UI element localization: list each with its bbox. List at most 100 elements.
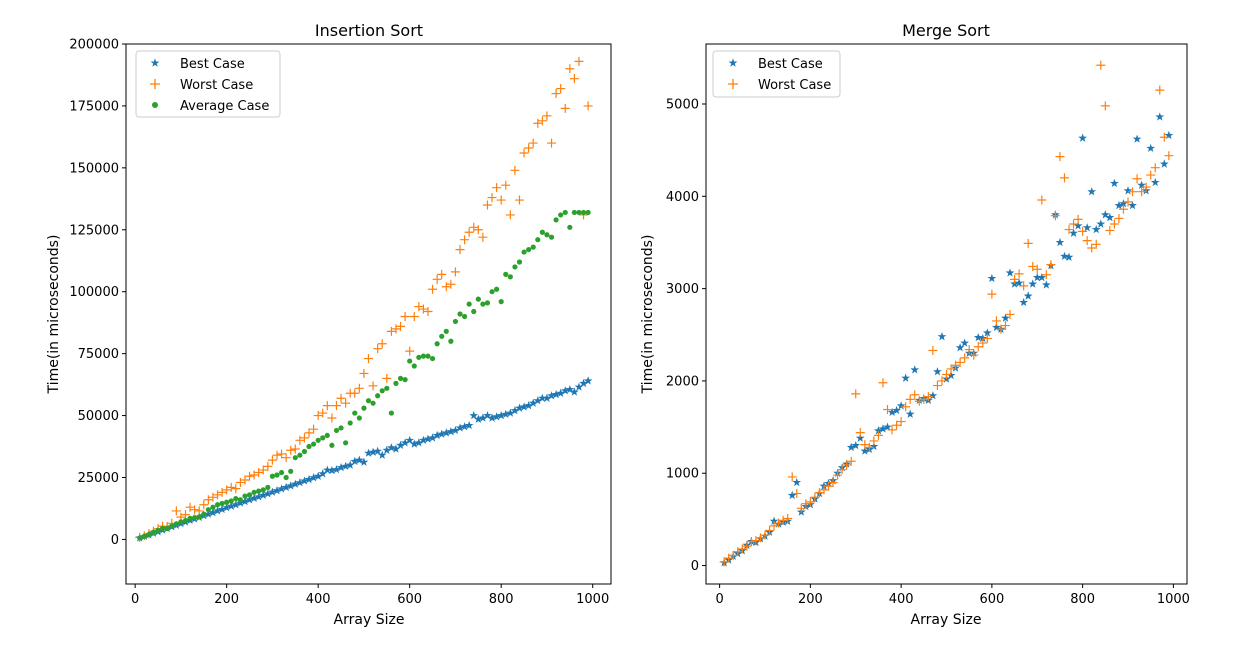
- x-axis-label: Array Size: [911, 612, 982, 628]
- data-point: [173, 521, 179, 527]
- data-point: [528, 138, 538, 148]
- data-point: [455, 245, 465, 255]
- data-point: [434, 341, 440, 347]
- data-point: [233, 495, 239, 502]
- data-point: [901, 373, 911, 382]
- data-point: [1064, 252, 1074, 261]
- data-point: [201, 511, 207, 517]
- data-point: [1055, 152, 1065, 162]
- data-point: [896, 417, 906, 427]
- data-point: [364, 354, 373, 364]
- data-point: [1114, 213, 1124, 223]
- legend: Best Case Worst Case Average Case: [135, 50, 281, 118]
- data-point: [583, 101, 593, 111]
- y-tick-label: 100000: [69, 285, 119, 300]
- data-point: [297, 452, 303, 458]
- data-point: [1037, 195, 1047, 205]
- data-point: [269, 473, 276, 479]
- data-point: [1087, 187, 1097, 196]
- data-point: [1046, 260, 1056, 270]
- y-tick-label: 5000: [666, 98, 699, 113]
- data-point: [494, 286, 500, 292]
- data-point: [278, 469, 285, 476]
- chart-title: Insertion Sort: [315, 21, 423, 40]
- data-point: [792, 489, 802, 499]
- data-point: [1155, 112, 1165, 121]
- data-point: [746, 537, 756, 547]
- data-point: [1164, 130, 1174, 140]
- y-axis-label: Time(in microseconds): [46, 235, 62, 395]
- data-point: [448, 338, 454, 344]
- legend-label-best-case: Best Case: [758, 57, 823, 72]
- data-point: [551, 89, 561, 99]
- data-point: [571, 209, 577, 216]
- data-point: [928, 345, 938, 355]
- data-point: [1064, 225, 1074, 235]
- data-point: [237, 497, 243, 503]
- data-point: [192, 515, 198, 521]
- data-point: [498, 299, 504, 305]
- data-point: [512, 264, 518, 270]
- data-point: [923, 392, 933, 402]
- data-point: [1110, 178, 1119, 188]
- data-point: [514, 195, 524, 205]
- data-point: [205, 507, 211, 513]
- data-point: [1078, 133, 1088, 142]
- data-point: [288, 468, 294, 474]
- data-point: [226, 482, 236, 492]
- data-point: [249, 470, 259, 480]
- data-point: [460, 235, 470, 245]
- y-tick-label: 0: [691, 559, 699, 574]
- data-point: [203, 495, 213, 505]
- data-point: [524, 143, 534, 153]
- data-point: [1019, 281, 1029, 291]
- series-worst-case: [719, 60, 1174, 567]
- data-point: [987, 289, 997, 299]
- data-point: [1000, 321, 1010, 331]
- data-point: [418, 304, 428, 314]
- data-point: [1105, 225, 1115, 235]
- data-point: [1141, 182, 1151, 192]
- data-point: [461, 313, 468, 320]
- data-point: [443, 328, 449, 334]
- legend-marker-worst-case: [150, 79, 160, 89]
- data-point: [185, 502, 195, 512]
- data-point: [359, 368, 369, 378]
- data-point: [516, 259, 523, 265]
- data-point: [178, 519, 184, 525]
- y-ticks: 0 25000 50000 75000 100000 125000 150000 175000…: [69, 38, 126, 548]
- data-point: [774, 518, 784, 528]
- data-point: [1146, 143, 1156, 153]
- data-point: [441, 282, 451, 292]
- data-point: [464, 227, 474, 237]
- data-point: [240, 475, 250, 485]
- data-point: [933, 367, 942, 376]
- data-point: [263, 461, 273, 471]
- data-point: [377, 339, 387, 349]
- legend-label-worst-case: Worst Case: [758, 78, 831, 93]
- data-point: [267, 455, 277, 465]
- data-point: [336, 393, 346, 403]
- data-point: [137, 535, 143, 541]
- data-point: [1005, 268, 1015, 277]
- data-point: [883, 405, 893, 415]
- data-point: [213, 490, 223, 500]
- data-point: [751, 536, 761, 546]
- legend: Best Case Worst Case: [712, 50, 841, 98]
- data-point: [382, 373, 392, 383]
- data-point: [503, 271, 509, 277]
- data-point: [547, 138, 557, 148]
- legend-label-worst-case: Worst Case: [180, 78, 253, 93]
- data-point: [391, 324, 401, 334]
- data-point: [574, 56, 584, 66]
- data-point: [361, 405, 367, 411]
- x-tick-label: 600: [979, 592, 1004, 607]
- data-point: [1109, 219, 1119, 229]
- data-point: [365, 398, 372, 404]
- data-point: [1096, 219, 1106, 228]
- data-point: [397, 375, 404, 382]
- data-point: [860, 440, 870, 450]
- data-point: [402, 377, 408, 383]
- data-point: [274, 472, 280, 478]
- y-tick-label: 2000: [666, 374, 699, 389]
